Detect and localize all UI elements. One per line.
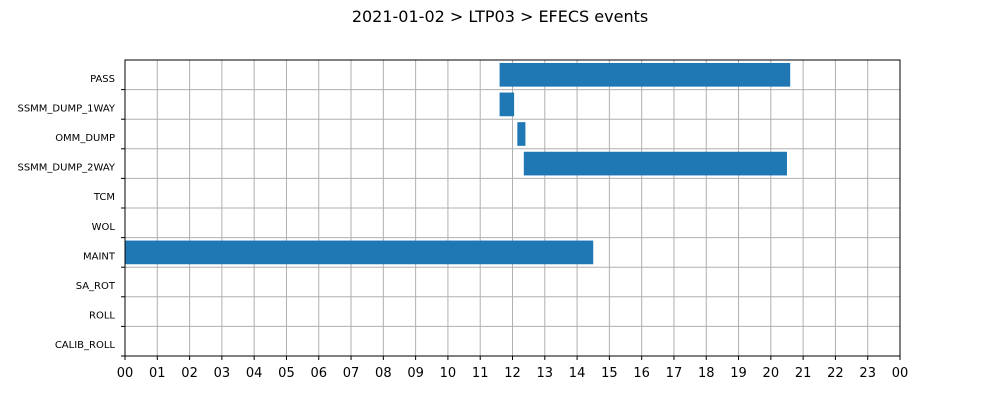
x-tick-label: 20 <box>763 366 780 381</box>
x-tick-label: 23 <box>859 366 876 381</box>
y-tick-label: MAINT <box>83 251 116 262</box>
event-bar-omm-dump <box>517 122 526 146</box>
x-tick-label: 17 <box>666 366 683 381</box>
y-tick-label: SA_ROT <box>76 281 116 292</box>
x-tick-label: 21 <box>795 366 812 381</box>
x-tick-label: 06 <box>310 366 327 381</box>
x-tick-label: 07 <box>343 366 360 381</box>
y-tick-label: WOL <box>92 222 116 233</box>
event-bar-maint <box>125 240 594 265</box>
chart-title: 2021-01-02 > LTP03 > EFECS events <box>352 7 648 26</box>
x-tick-label: 09 <box>407 366 424 381</box>
x-tick-label: 08 <box>375 366 392 381</box>
y-tick-label: PASS <box>90 74 115 85</box>
y-tick-label: TCM <box>93 192 115 203</box>
x-tick-label: 18 <box>698 366 715 381</box>
x-tick-label: 04 <box>246 366 263 381</box>
y-tick-label: CALIB_ROLL <box>55 340 116 351</box>
event-bar-ssmm-dump-2way <box>523 151 787 176</box>
x-tick-label: 15 <box>601 366 618 381</box>
x-tick-label: 14 <box>569 366 586 381</box>
x-tick-label: 01 <box>149 366 166 381</box>
x-tick-label: 11 <box>472 366 489 381</box>
x-tick-label: 05 <box>278 366 295 381</box>
x-tick-label: 16 <box>633 366 650 381</box>
y-tick-label: SSMM_DUMP_2WAY <box>17 163 115 174</box>
x-tick-label: 03 <box>214 366 231 381</box>
x-tick-label: 22 <box>827 366 844 381</box>
x-tick-label: 02 <box>181 366 198 381</box>
axis-layer: PASS SSMM_DUMP_1WAY OMM_DUMP SSMM_DUMP_2WAY… <box>17 59 909 381</box>
x-tick-label: 13 <box>537 366 554 381</box>
y-tick-label: ROLL <box>89 311 115 322</box>
x-tick-label: 12 <box>504 366 521 381</box>
bar-layer <box>125 62 791 265</box>
event-bar-pass <box>499 62 791 87</box>
x-tick-label: 00 <box>117 366 134 381</box>
y-tick-label: OMM_DUMP <box>55 133 115 144</box>
y-tick-label: SSMM_DUMP_1WAY <box>17 103 115 114</box>
x-tick-label: 19 <box>730 366 747 381</box>
x-tick-label: 10 <box>440 366 457 381</box>
event-bar-ssmm-dump-1way <box>499 92 515 117</box>
x-tick-label: 00 <box>892 366 909 381</box>
